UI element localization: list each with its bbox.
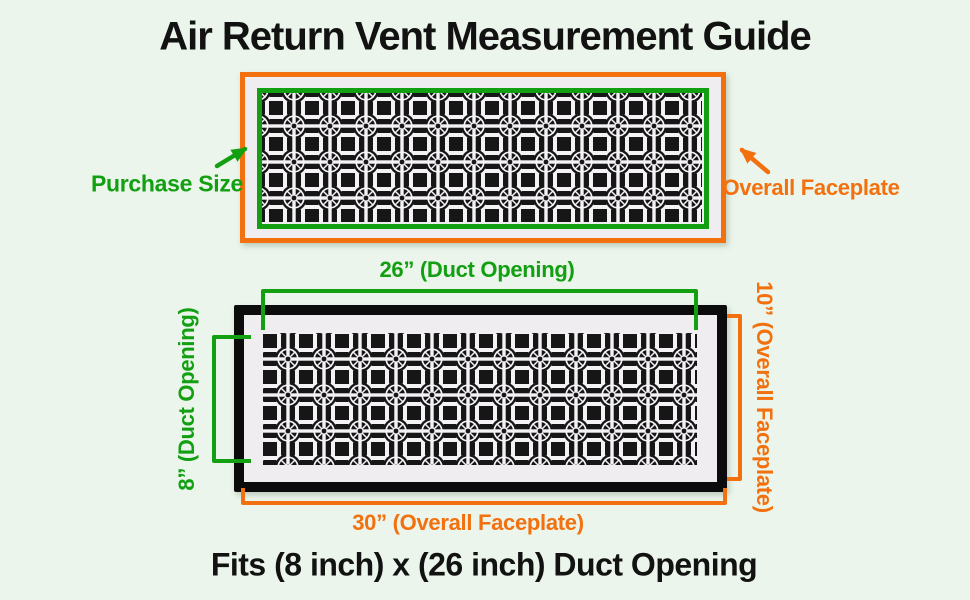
duct-opening-height-label: 8” (Duct Opening) xyxy=(174,307,199,491)
bottom-vent-grille-pattern xyxy=(263,333,697,465)
bottom-vent-illustration xyxy=(234,305,727,492)
faceplate-height-bracket xyxy=(727,314,742,481)
top-vent-grille-pattern xyxy=(262,93,702,222)
overall-faceplate-height-label: 10” (Overall Faceplate) xyxy=(752,281,777,513)
overall-faceplate-width-label: 30” (Overall Faceplate) xyxy=(352,510,584,535)
fits-duct-opening-title: Fits (8 inch) x (26 inch) Duct Opening xyxy=(210,546,758,583)
top-vent-illustration xyxy=(240,72,726,243)
duct-opening-width-label: 26” (Duct Opening) xyxy=(379,257,575,282)
purchase-size-border xyxy=(257,88,709,229)
overall-faceplate-label: Overall Faceplate xyxy=(722,175,900,200)
overall-faceplate-arrow xyxy=(739,147,771,175)
page-title: Air Return Vent Measurement Guide xyxy=(159,14,812,59)
purchase-size-label: Purchase Size xyxy=(90,170,244,197)
